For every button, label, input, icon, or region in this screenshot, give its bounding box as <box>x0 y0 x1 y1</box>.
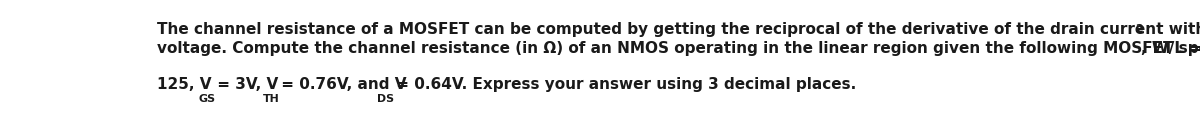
Text: DS: DS <box>377 94 395 104</box>
Text: = 0.76V, and V: = 0.76V, and V <box>276 77 407 92</box>
Text: TH: TH <box>263 94 280 104</box>
Text: = 3V, V: = 3V, V <box>212 77 278 92</box>
Text: 2: 2 <box>1135 24 1142 34</box>
Text: , W/L =: , W/L = <box>1141 41 1200 56</box>
Text: 125, V: 125, V <box>156 77 211 92</box>
Text: = 0.64V. Express your answer using 3 decimal places.: = 0.64V. Express your answer using 3 dec… <box>390 77 856 92</box>
Text: The channel resistance of a MOSFET can be computed by getting the reciprocal of : The channel resistance of a MOSFET can b… <box>156 22 1200 37</box>
Text: GS: GS <box>199 94 216 104</box>
Text: voltage. Compute the channel resistance (in Ω) of an NMOS operating in the linea: voltage. Compute the channel resistance … <box>156 41 1200 56</box>
